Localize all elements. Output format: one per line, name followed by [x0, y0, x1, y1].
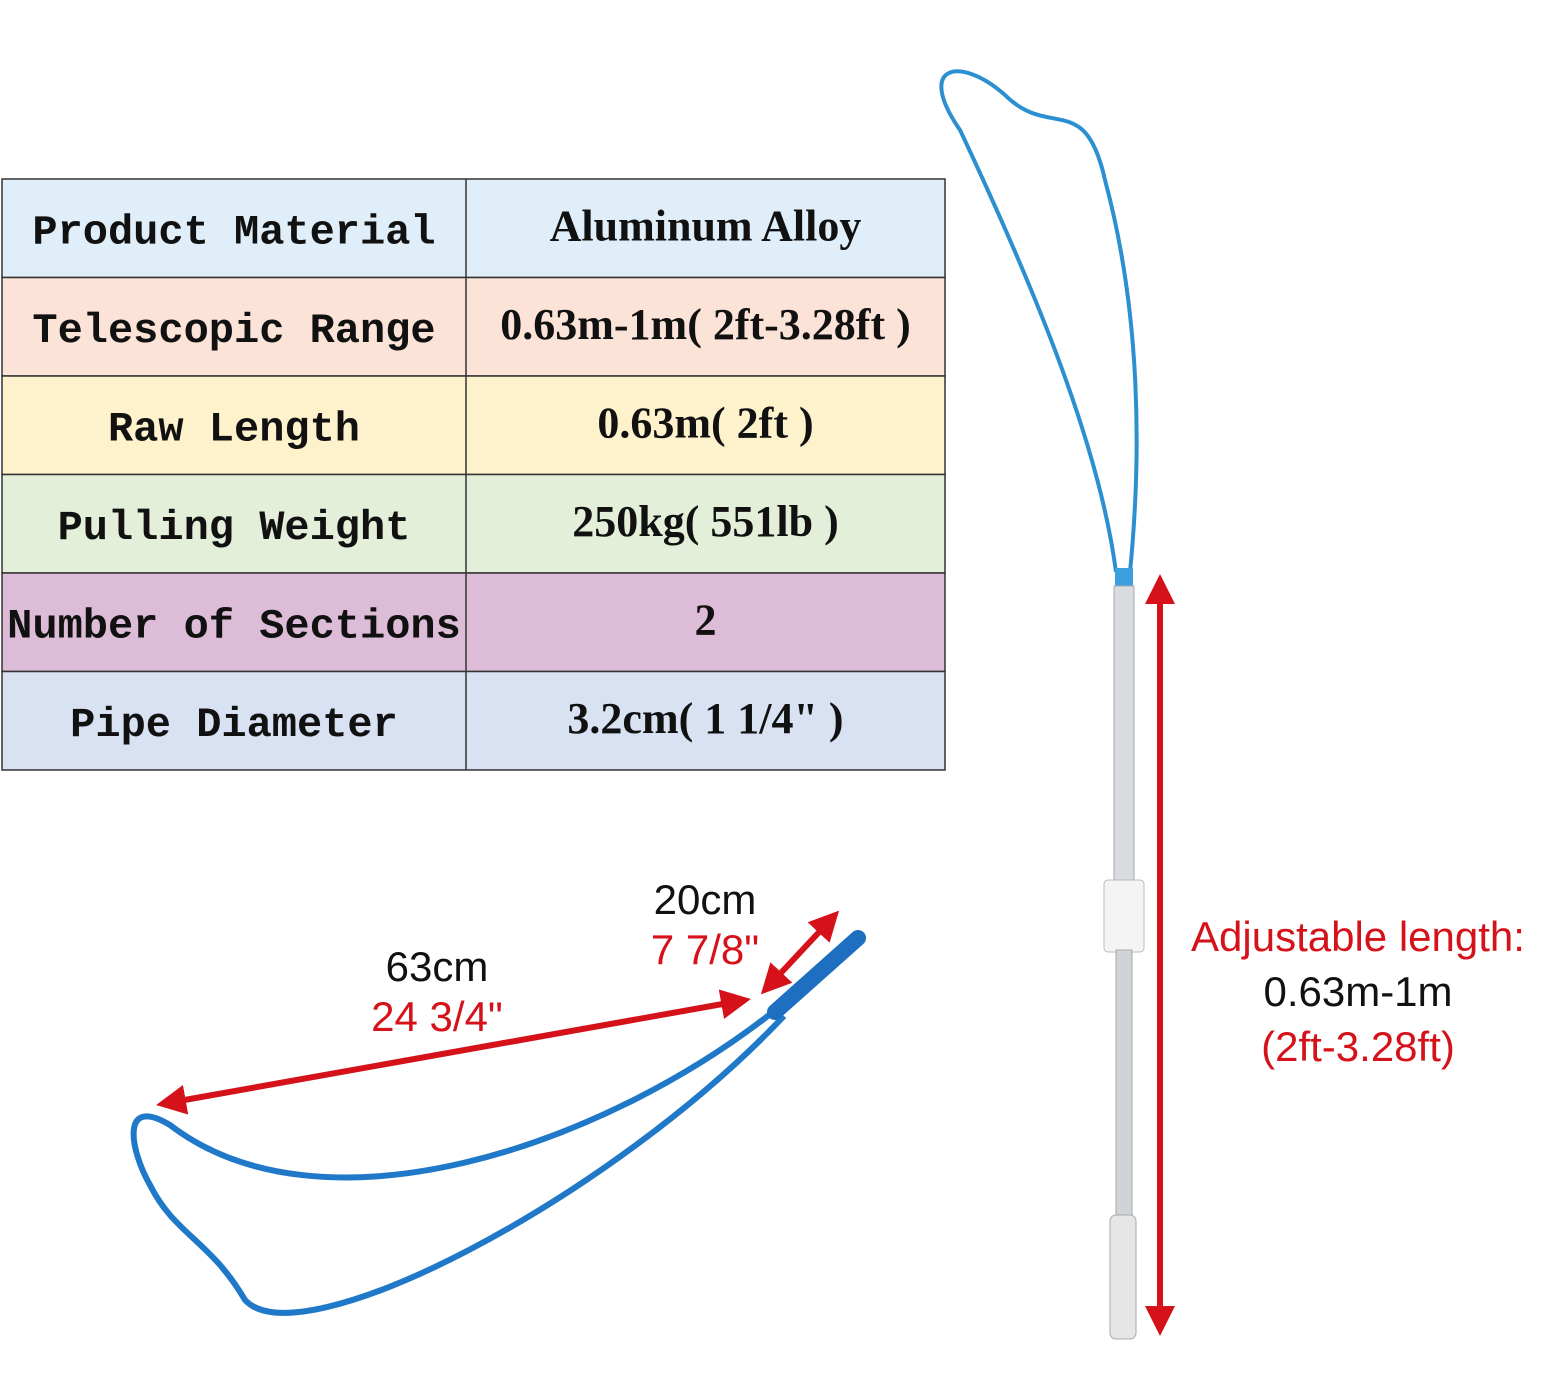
row-value: 0.63m( 2ft ) — [597, 398, 813, 447]
table-row — [1, 670, 946, 771]
row-value: 0.63m-1m( 2ft-3.28ft ) — [500, 300, 911, 349]
loop-illustration — [130, 910, 866, 1316]
spec-table: Product Material Aluminum Alloy Telescopic… — [1, 178, 946, 771]
handle — [767, 930, 866, 1020]
handle-imperial: 7 7/8" — [651, 926, 759, 973]
table-row — [1, 375, 946, 476]
row-label: Pulling Weight — [58, 504, 411, 552]
grip — [1109, 1214, 1137, 1340]
row-label: Telescopic Range — [32, 307, 435, 355]
row-value: Aluminum Alloy — [550, 201, 862, 250]
pole-cap — [1115, 568, 1133, 588]
collar — [1103, 879, 1145, 953]
table-row — [1, 473, 946, 574]
row-label: Product Material — [32, 208, 435, 256]
loop — [130, 1005, 787, 1316]
table-row — [1, 572, 946, 673]
loop-arrow — [156, 989, 751, 1115]
adjustable-metric: 0.63m-1m — [1263, 968, 1452, 1015]
row-value: 2 — [695, 595, 717, 644]
row-label: Pipe Diameter — [70, 701, 398, 749]
pole-lower — [1115, 949, 1133, 1221]
loop-imperial: 24 3/4" — [371, 993, 503, 1040]
row-value: 250kg( 551lb ) — [572, 497, 838, 546]
table-row — [1, 276, 946, 377]
handle-metric: 20cm — [654, 876, 757, 923]
handle-arrow — [760, 910, 840, 995]
row-value: 3.2cm( 1 1/4" ) — [567, 694, 843, 743]
pole-upper — [1113, 585, 1135, 887]
loop — [939, 69, 1139, 573]
adjustable-label: Adjustable length: — [1191, 913, 1525, 960]
adjustable-imperial: (2ft-3.28ft) — [1261, 1023, 1455, 1070]
table-row — [1, 178, 946, 279]
pole-illustration — [939, 69, 1175, 1340]
row-label: Raw Length — [108, 405, 360, 453]
loop-metric: 63cm — [386, 943, 489, 990]
row-label: Number of Sections — [7, 602, 461, 650]
